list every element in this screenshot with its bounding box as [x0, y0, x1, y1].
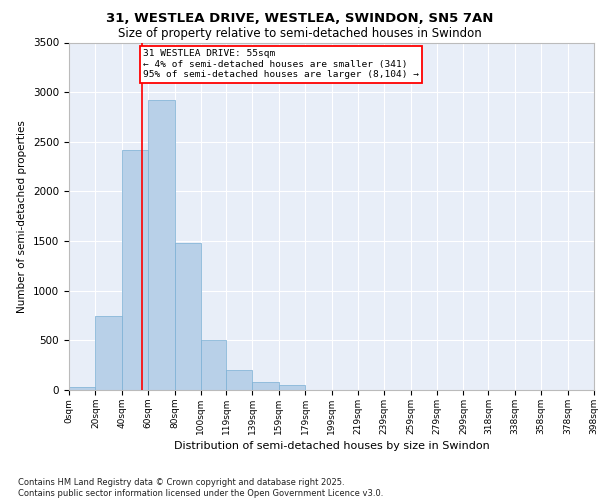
Bar	[95, 316, 122, 390]
Text: 31, WESTLEA DRIVE, WESTLEA, SWINDON, SN5 7AN: 31, WESTLEA DRIVE, WESTLEA, SWINDON, SN5…	[106, 12, 494, 26]
Bar	[201, 340, 226, 390]
Bar	[69, 387, 95, 390]
Text: Size of property relative to semi-detached houses in Swindon: Size of property relative to semi-detach…	[118, 28, 482, 40]
Bar	[279, 385, 305, 390]
Bar	[122, 150, 148, 390]
Bar	[175, 243, 201, 390]
Text: Contains HM Land Registry data © Crown copyright and database right 2025.
Contai: Contains HM Land Registry data © Crown c…	[18, 478, 383, 498]
Text: 31 WESTLEA DRIVE: 55sqm
← 4% of semi-detached houses are smaller (341)
95% of se: 31 WESTLEA DRIVE: 55sqm ← 4% of semi-det…	[143, 50, 419, 79]
Bar	[226, 370, 253, 390]
Bar	[148, 100, 175, 390]
Y-axis label: Number of semi-detached properties: Number of semi-detached properties	[17, 120, 28, 312]
X-axis label: Distribution of semi-detached houses by size in Swindon: Distribution of semi-detached houses by …	[173, 441, 490, 451]
Bar	[253, 382, 279, 390]
